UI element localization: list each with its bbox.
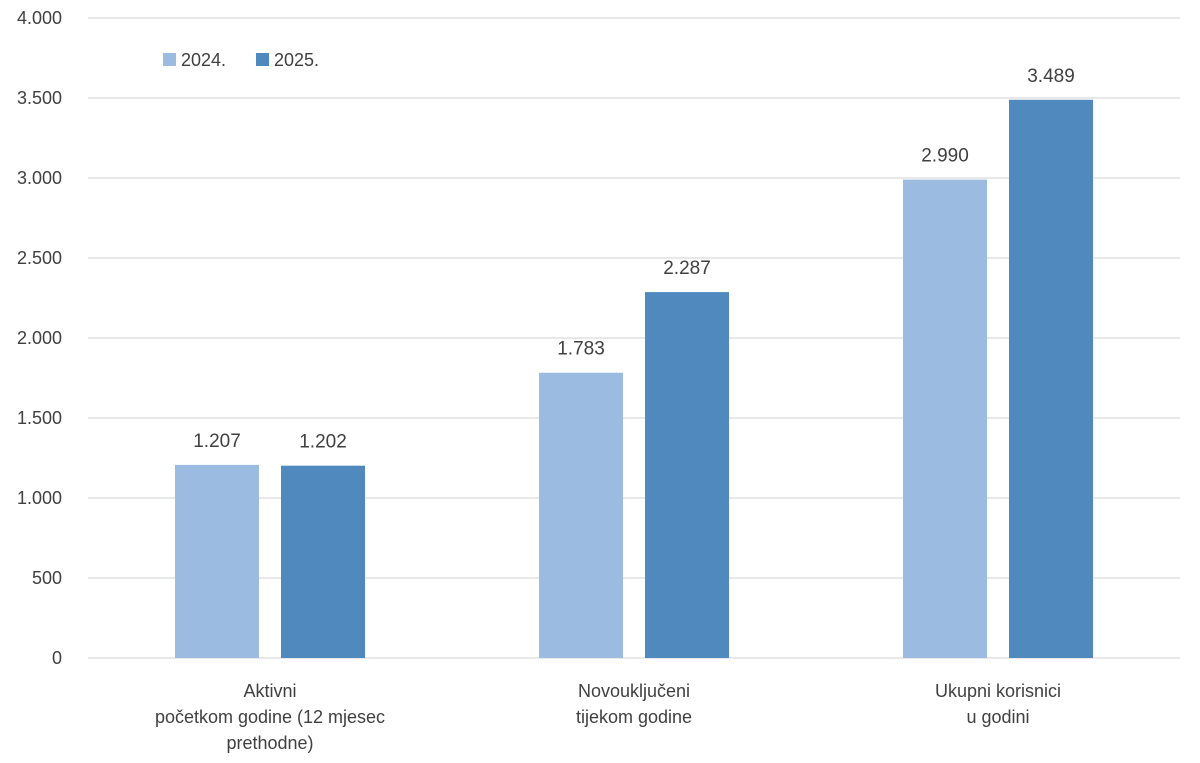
category-label: početkom godine (12 mjesec [155,707,385,727]
y-tick-label: 2.000 [17,328,62,348]
data-label: 1.783 [557,339,605,360]
bar [539,372,623,658]
legend-label: 2024. [181,50,226,70]
category-label: prethodne) [226,733,313,753]
y-axis-ticks: 0 500 1.000 1.500 2.000 2.500 3.000 3.500 4.000 [17,8,62,668]
y-tick-label: 1.000 [17,488,62,508]
y-tick-label: 1.500 [17,408,62,428]
data-label: 1.202 [299,432,347,453]
gridlines [88,17,1180,659]
category-label: Ukupni korisnici [935,681,1061,701]
y-tick-label: 500 [32,568,62,588]
bar [903,179,987,658]
y-tick-label: 0 [52,648,62,668]
x-axis-categories: Aktivni početkom godine (12 mjesec prethod… [155,681,1061,753]
data-label: 2.287 [663,258,711,279]
bar [175,464,259,658]
bar [1009,99,1093,658]
y-tick-label: 3.000 [17,168,62,188]
legend-label: 2025. [274,50,319,70]
bars [175,99,1093,658]
data-labels: 1.207 1.202 1.783 2.287 2.990 3.489 [193,66,1075,453]
y-tick-label: 2.500 [17,248,62,268]
category-label: Novouključeni [578,681,690,701]
legend-swatch [256,53,269,66]
legend-swatch [163,53,176,66]
bar [281,465,365,658]
data-label: 1.207 [193,431,241,452]
category-label: Aktivni [243,681,296,701]
category-label: u godini [966,707,1029,727]
bar [645,292,729,658]
data-label: 2.990 [921,146,969,167]
data-label: 3.489 [1027,66,1075,87]
category-label: tijekom godine [576,707,692,727]
y-tick-label: 4.000 [17,8,62,28]
y-tick-label: 3.500 [17,88,62,108]
legend: 2024. 2025. [163,50,319,70]
